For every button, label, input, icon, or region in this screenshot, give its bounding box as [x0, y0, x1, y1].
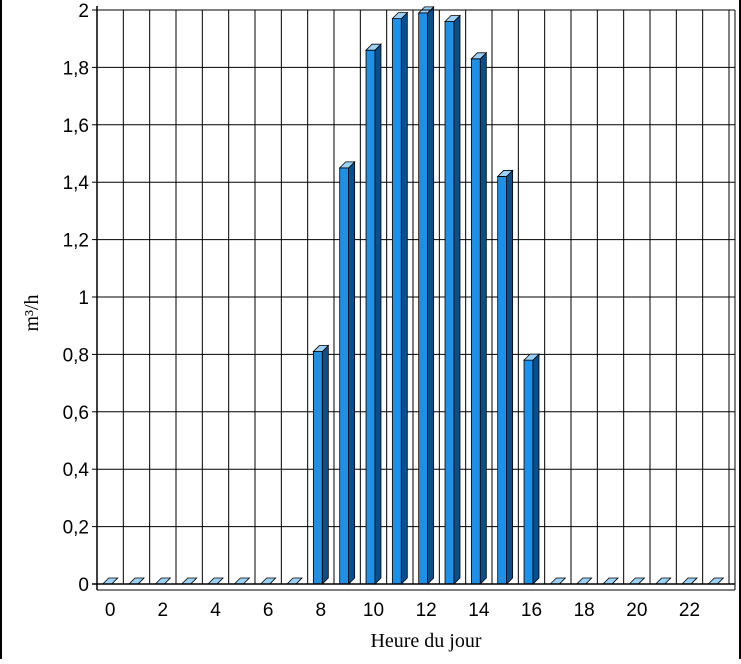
bar-side	[348, 160, 356, 585]
bar	[654, 577, 672, 585]
bar	[681, 577, 698, 585]
bar-top	[312, 345, 330, 352]
x-tick-label: 10	[363, 600, 384, 621]
bar-top	[286, 577, 303, 585]
y-tick-label: 1,4	[63, 173, 90, 194]
bar-front	[523, 359, 534, 585]
y-tick-label: 2	[78, 1, 89, 22]
bar-top	[628, 577, 646, 585]
bar	[207, 577, 224, 585]
x-tick-label: 18	[574, 600, 595, 621]
bar-top	[523, 353, 540, 361]
bar-top	[391, 12, 409, 20]
tick-labels: 00,20,40,60,811,21,41,61,820 2 4 6 8 10 12 14 16…	[63, 1, 700, 621]
x-tick-label: 22	[679, 600, 700, 621]
bar	[338, 160, 356, 585]
bar-side	[427, 5, 435, 585]
y-tick-label: 1,2	[63, 231, 89, 252]
bar-top	[654, 577, 672, 585]
bar	[602, 577, 619, 585]
bar-side	[506, 169, 514, 585]
bar-top	[180, 577, 198, 585]
bar-front	[444, 21, 455, 585]
bar-top	[338, 161, 356, 169]
grid	[96, 9, 735, 585]
bar	[101, 577, 119, 585]
bar-top	[575, 577, 593, 585]
y-tick-label: 1,6	[63, 116, 89, 137]
y-tick-label: 0,6	[63, 403, 89, 424]
bar-side	[479, 51, 487, 585]
bar	[154, 577, 172, 585]
bar	[365, 43, 382, 585]
bar	[523, 353, 540, 585]
x-tick-label: 4	[210, 600, 221, 621]
bar-top	[681, 577, 698, 585]
bar-front	[391, 18, 402, 585]
y-axis-title: m³/h	[21, 294, 43, 331]
bar-top	[101, 577, 119, 585]
bar-side	[321, 344, 329, 585]
bar	[259, 577, 277, 585]
bar-top	[207, 577, 224, 585]
bar-top	[128, 577, 145, 585]
bar-side	[453, 14, 461, 585]
bar	[417, 5, 435, 585]
bar-front	[470, 58, 481, 585]
x-tick-label: 2	[158, 600, 169, 621]
bar	[707, 577, 725, 585]
x-tick-label: 6	[263, 600, 274, 621]
y-tick-label: 0,8	[63, 345, 89, 366]
bar-top	[470, 52, 488, 60]
bar	[575, 577, 593, 585]
bar-side	[532, 353, 540, 585]
x-tick-label: 20	[626, 600, 647, 621]
bar-top	[154, 577, 172, 585]
y-tick-label: 0,4	[63, 460, 90, 481]
bar	[549, 577, 567, 585]
bar-top	[444, 15, 461, 22]
bar	[628, 577, 646, 585]
x-tick-label: 14	[468, 600, 490, 621]
bar-front	[312, 351, 323, 585]
bar-top	[549, 577, 567, 585]
bar	[391, 11, 409, 585]
x-tick-label: 0	[105, 600, 116, 621]
bar-top	[365, 43, 382, 51]
bar	[444, 14, 461, 585]
bar-top	[496, 170, 514, 177]
bar-front	[418, 12, 429, 585]
bar-front	[497, 176, 508, 585]
bar-front	[365, 49, 376, 585]
bar	[286, 577, 303, 585]
bar-top	[707, 577, 725, 585]
y-tick-label: 0,2	[63, 518, 89, 539]
y-tick-label: 1,8	[63, 58, 89, 79]
y-tick-label: 0	[78, 575, 89, 596]
x-tick-label: 16	[521, 600, 542, 621]
bar	[470, 51, 488, 585]
bar-top	[259, 577, 277, 585]
x-tick-label: 12	[416, 600, 437, 621]
bar-top	[602, 577, 619, 585]
bar-side	[374, 43, 382, 585]
bar	[312, 344, 330, 585]
x-tick-label: 8	[316, 600, 327, 621]
bar-front	[339, 167, 350, 585]
bar	[496, 169, 514, 585]
bar	[128, 577, 145, 585]
x-axis-title: Heure du jour	[370, 630, 481, 652]
bar	[180, 577, 198, 585]
y-tick-label: 1	[78, 288, 89, 309]
bar-top	[233, 577, 251, 585]
bar	[233, 577, 251, 585]
bar-side	[400, 11, 408, 585]
